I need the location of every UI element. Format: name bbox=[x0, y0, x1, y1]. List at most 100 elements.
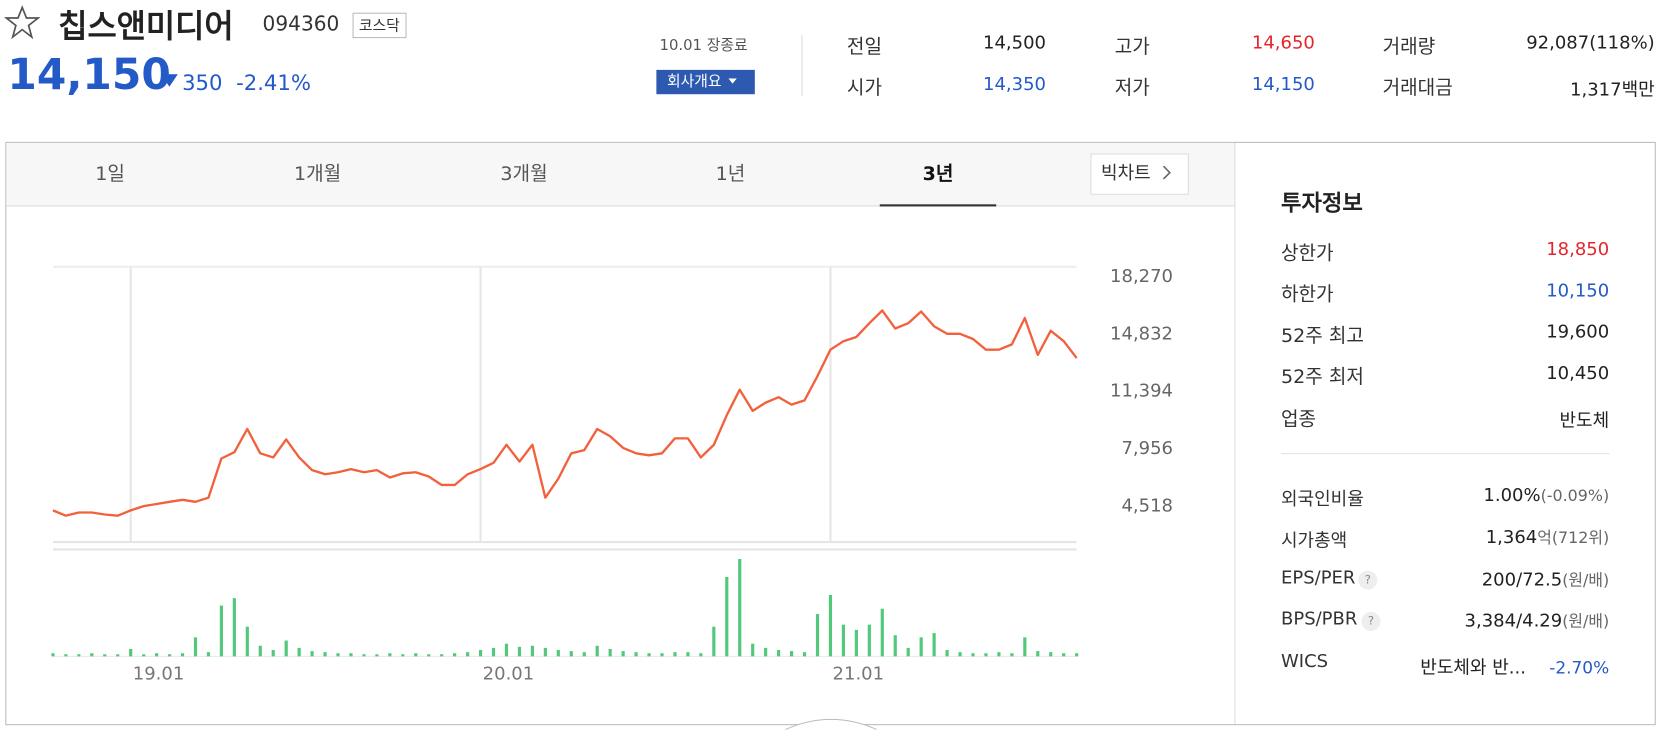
panel-divider bbox=[1234, 142, 1236, 725]
volume-bar bbox=[1010, 653, 1014, 657]
volume-bar bbox=[362, 654, 366, 657]
volume-bar bbox=[880, 608, 884, 657]
volume-bar bbox=[1049, 652, 1053, 657]
volume-bar bbox=[621, 651, 625, 657]
invest-value-note: -2.70% bbox=[1549, 657, 1610, 678]
volume-bar bbox=[284, 640, 288, 657]
invest-value-note: (원/배) bbox=[1562, 570, 1610, 590]
tab-bar bbox=[6, 142, 1235, 207]
volume-bar bbox=[997, 652, 1001, 657]
volume-bar bbox=[167, 654, 172, 657]
volume-bar bbox=[232, 598, 236, 657]
volume-bar bbox=[129, 648, 133, 657]
summary-value: 92,087(118%) bbox=[1526, 32, 1655, 54]
invest-value: 200/72.5(원/배) bbox=[1482, 569, 1609, 591]
volume-bar bbox=[504, 643, 509, 657]
x-tick-label: 21.01 bbox=[833, 664, 885, 685]
volume-bar bbox=[764, 647, 768, 657]
dropdown-icon bbox=[727, 78, 737, 84]
invest-divider bbox=[1280, 453, 1610, 455]
volume-bar bbox=[142, 654, 146, 657]
volume-bar bbox=[699, 653, 703, 657]
volume-bar bbox=[427, 654, 431, 657]
help-icon[interactable]: ? bbox=[1361, 611, 1381, 631]
volume-bar bbox=[608, 648, 612, 657]
big-chart-button[interactable]: 빅차트 bbox=[1090, 153, 1189, 195]
summary-value: 1,317백만 bbox=[1570, 79, 1655, 101]
volume-bar bbox=[815, 614, 820, 657]
price-chart: 19.01 20.01 21.01 18,270 14,832 11,394 7,956 4,… bbox=[51, 265, 1174, 685]
volume-bar bbox=[777, 650, 781, 657]
invest-label: 업종 bbox=[1280, 408, 1317, 431]
y-tick-label: 7,956 bbox=[1122, 438, 1174, 459]
volume-bar bbox=[453, 653, 457, 657]
volume-bar bbox=[466, 652, 470, 657]
volume-bar bbox=[828, 594, 833, 657]
price-change: 350 bbox=[182, 69, 223, 96]
volume-bar bbox=[751, 643, 755, 657]
volume-bar bbox=[64, 654, 68, 657]
summary-label: 고가 bbox=[1114, 35, 1150, 59]
summary-value: 14,150 bbox=[1251, 74, 1315, 96]
invest-value: 1,364억(712위) bbox=[1486, 526, 1609, 548]
period-tab[interactable]: 3개월 bbox=[500, 163, 548, 186]
period-tab[interactable]: 1개월 bbox=[293, 163, 342, 186]
invest-label: 상한가 bbox=[1280, 242, 1334, 265]
volume-bar bbox=[945, 650, 949, 657]
company-button[interactable]: 회사개요 bbox=[656, 69, 755, 95]
volume-bar bbox=[1036, 651, 1040, 657]
volume-bar bbox=[1023, 637, 1027, 657]
volume-bar bbox=[349, 653, 353, 657]
volume-bar bbox=[556, 650, 560, 657]
help-icon[interactable]: ? bbox=[1358, 570, 1378, 590]
invest-value-main: 1,364 bbox=[1485, 527, 1538, 549]
invest-label: 시가총액 bbox=[1280, 530, 1348, 552]
volume-bar bbox=[932, 633, 936, 657]
invest-value: 1.00%(-0.09%) bbox=[1483, 485, 1609, 506]
period-tab-active[interactable]: 3년 bbox=[922, 163, 954, 186]
volume-bar bbox=[440, 654, 444, 657]
volume-bar bbox=[388, 653, 392, 657]
volume-bar bbox=[414, 653, 418, 657]
stock-code: 094360 bbox=[262, 12, 340, 36]
y-tick-label: 14,832 bbox=[1110, 323, 1173, 344]
period-tab[interactable]: 1일 bbox=[95, 163, 125, 186]
price-change-pct: -2.41% bbox=[236, 69, 312, 96]
volume-bar bbox=[569, 651, 573, 657]
invest-label: 외국인비율 bbox=[1280, 489, 1364, 511]
volume-bar bbox=[867, 624, 871, 657]
volume-bar bbox=[595, 645, 599, 657]
volume-bar bbox=[323, 652, 327, 657]
invest-value-note: (-0.09%) bbox=[1540, 485, 1610, 505]
invest-value: 반도체 bbox=[1559, 410, 1610, 432]
volume-bar bbox=[647, 653, 651, 657]
volume-bar bbox=[310, 651, 314, 657]
invest-label: BPS/PBR bbox=[1280, 608, 1358, 630]
invest-value: 3,384/4.29(원/배) bbox=[1465, 610, 1610, 632]
volume-bar bbox=[789, 651, 794, 657]
y-tick-label: 4,518 bbox=[1122, 495, 1174, 516]
stock-name: 칩스앤미디어 bbox=[58, 8, 234, 46]
volume-bar bbox=[1075, 653, 1079, 657]
collapse-toggle[interactable] bbox=[784, 716, 877, 730]
invest-label: 52주 최고 bbox=[1280, 325, 1364, 348]
invest-value-main: 200/72.5 bbox=[1481, 569, 1563, 591]
volume-bar bbox=[686, 652, 690, 657]
volume-bar bbox=[478, 650, 483, 657]
volume-bar bbox=[906, 647, 910, 657]
invest-value-main: 반도체와 반... bbox=[1420, 657, 1526, 679]
volume-bar bbox=[919, 637, 923, 657]
favorite-star[interactable] bbox=[4, 4, 41, 40]
invest-label: EPS/PER bbox=[1280, 567, 1356, 589]
volume-bar bbox=[738, 558, 742, 657]
volume-bar bbox=[971, 653, 975, 657]
period-tab[interactable]: 1년 bbox=[715, 163, 746, 186]
current-price: 14,150 bbox=[7, 50, 171, 100]
volume-bar bbox=[854, 629, 858, 657]
invest-value-note: (원/배) bbox=[1562, 611, 1610, 631]
volume-bar bbox=[336, 653, 340, 657]
volume-bar bbox=[893, 635, 897, 657]
